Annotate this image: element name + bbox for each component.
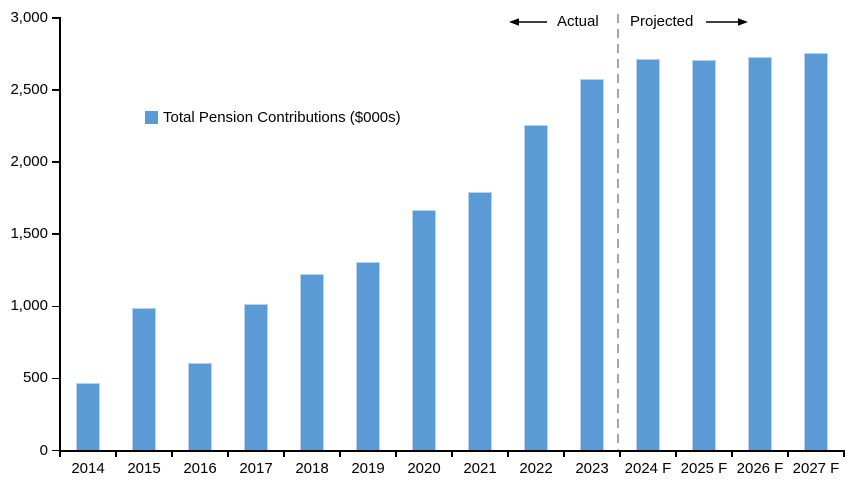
bar-2014	[76, 382, 100, 451]
x-tick	[395, 451, 397, 457]
actual-projected-divider	[616, 14, 619, 450]
x-axis-label: 2022	[519, 460, 553, 477]
bar-2023	[580, 79, 604, 451]
bar-2024-f	[636, 58, 660, 451]
y-tick	[52, 233, 59, 235]
y-tick	[52, 161, 59, 163]
x-axis-label: 2014	[71, 460, 105, 477]
bar-2015	[132, 307, 156, 451]
y-axis	[59, 17, 61, 451]
x-tick	[115, 451, 117, 457]
bar-2020	[412, 210, 436, 451]
y-tick	[52, 449, 59, 452]
y-tick	[52, 17, 59, 19]
projected-right-arrow-icon	[706, 18, 748, 26]
legend-label: Total Pension Contributions ($000s)	[163, 109, 401, 126]
y-axis-label: 2,500	[10, 81, 48, 98]
x-axis-label: 2016	[183, 460, 217, 477]
x-tick	[731, 451, 733, 457]
bar-2025-f	[692, 60, 716, 451]
bar-2021	[468, 191, 492, 451]
x-tick	[59, 451, 61, 457]
y-axis-label: 500	[22, 369, 48, 387]
x-tick	[171, 451, 173, 457]
x-tick	[283, 451, 285, 457]
y-axis-label: 3,000	[10, 8, 48, 26]
bar-2018	[300, 273, 324, 451]
y-tick	[52, 89, 59, 91]
legend: Total Pension Contributions ($000s)	[145, 109, 401, 126]
actual-left-arrow-icon	[509, 18, 547, 26]
x-axis-label: 2024 F	[624, 460, 672, 477]
x-tick	[227, 451, 229, 457]
bar-2017	[244, 304, 268, 451]
y-tick	[52, 305, 59, 308]
bar-2016	[188, 362, 212, 451]
x-tick	[339, 451, 341, 457]
actual-label: Actual	[557, 13, 599, 30]
x-axis-label: 2026 F	[736, 460, 784, 477]
x-axis-label: 2025 F	[680, 460, 728, 477]
x-tick	[563, 451, 565, 457]
legend-swatch-icon	[145, 111, 158, 124]
x-tick	[507, 451, 509, 457]
bar-2026-f	[748, 56, 772, 451]
x-axis	[59, 449, 845, 452]
y-axis-label: 0	[39, 441, 48, 459]
x-tick	[787, 451, 789, 457]
x-tick	[451, 451, 453, 457]
bar-2022	[524, 125, 548, 451]
x-axis-label: 2015	[127, 460, 161, 477]
x-tick	[675, 451, 677, 457]
x-axis-label: 2021	[463, 460, 497, 477]
x-tick	[843, 451, 845, 457]
bar-2019	[356, 261, 380, 451]
x-axis-label: 2018	[295, 460, 329, 477]
x-tick	[619, 451, 621, 457]
y-axis-label: 1,500	[10, 225, 48, 243]
x-axis-label: 2020	[407, 460, 441, 477]
x-axis-label: 2023	[575, 460, 609, 477]
projected-label: Projected	[630, 13, 694, 30]
y-axis-label: 2,000	[10, 153, 48, 171]
x-axis-label: 2019	[351, 460, 385, 477]
y-axis-label: 1,000	[10, 297, 48, 315]
x-axis-label: 2017	[239, 460, 273, 477]
bar-2027-f	[804, 53, 828, 451]
x-axis-label: 2027 F	[792, 460, 840, 477]
y-tick	[52, 377, 59, 380]
